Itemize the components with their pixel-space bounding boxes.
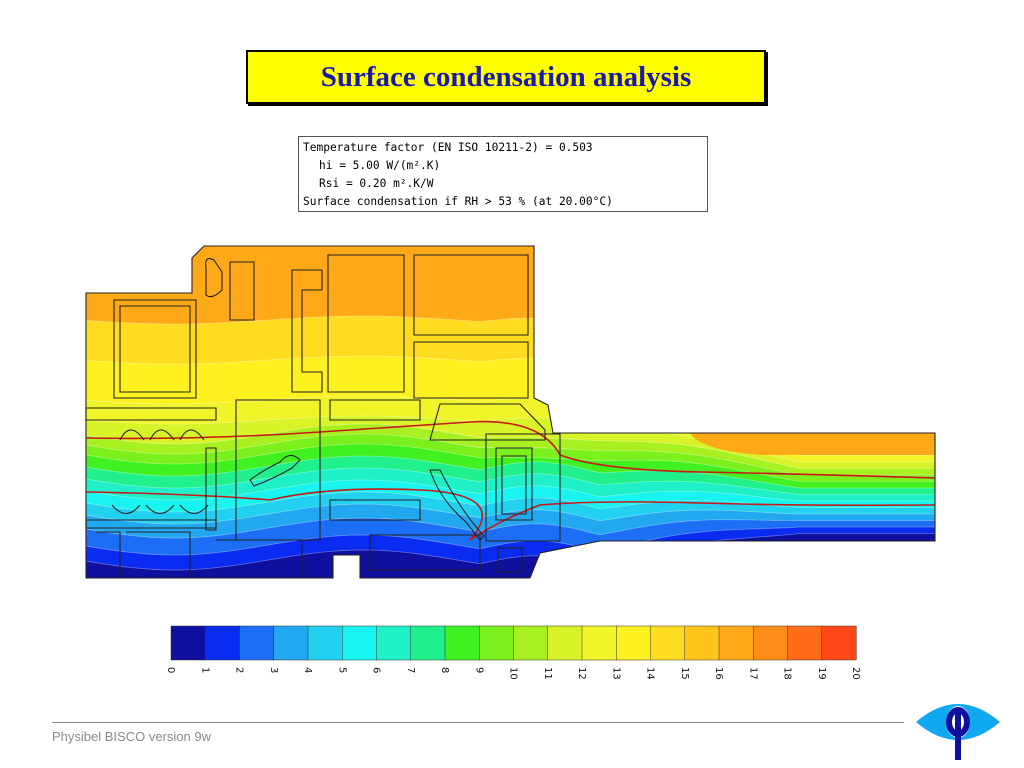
scale-label: 7 [405,667,416,673]
scale-label: 11 [542,667,553,680]
scale-swatch [718,625,754,661]
hi-line: hi = 5.00 W/(m².K) [319,159,441,172]
scale-swatch [444,625,480,661]
scale-swatch [684,625,720,661]
scale-label: 12 [576,667,587,680]
scale-label: 1 [199,667,210,673]
profile-outline-27 [235,399,321,541]
scale-label: 13 [610,667,621,680]
profile-outline-22 [497,547,523,573]
temperature-color-scale [170,625,857,661]
scale-swatch [170,625,206,661]
slide-title: Surface condensation analysis [320,60,692,93]
temperature-factor-line: Temperature factor (EN ISO 10211-2) = 0.… [303,141,593,154]
scale-swatch [273,625,309,661]
profile-outline-8 [413,254,529,336]
scale-label: 6 [371,667,382,673]
scale-label: 19 [816,667,827,680]
scale-label: 10 [508,667,519,680]
profile-outline-23 [119,429,205,441]
physibel-logo [916,704,1000,760]
scale-swatch [205,625,241,661]
scale-swatch [787,625,823,661]
profile-outline-24 [111,504,209,515]
scale-swatch [342,625,378,661]
profile-outline-12 [229,261,255,321]
temperature-bands [86,246,935,578]
scale-label: 15 [679,667,690,680]
scale-label: 20 [850,667,861,680]
scale-label: 0 [165,667,176,673]
profile-outline-9 [413,341,529,399]
profile-outline-13 [485,433,561,542]
scale-swatch [513,625,549,661]
footer-divider [52,722,904,723]
scale-swatch [307,625,343,661]
profile-outline-2 [119,305,191,393]
scale-swatch [581,625,617,661]
profile-outline-16 [429,403,546,441]
scale-label: 5 [336,667,347,673]
scale-swatch [753,625,789,661]
profile-outline-6 [126,531,191,578]
profile-outline-19 [429,469,485,541]
profile-outline-26 [329,499,421,521]
scale-swatch [616,625,652,661]
logo-phi-symbol [946,707,970,760]
profile-outline-18 [249,454,301,487]
frame-profile-outlines [85,245,936,579]
scale-label: 18 [782,667,793,680]
profile-outline-10 [291,269,323,393]
condensation-line: Surface condensation if RH > 53 % (at 20… [303,195,613,208]
scale-label: 3 [268,667,279,673]
scale-label: 4 [302,667,313,673]
scale-swatch [239,625,275,661]
scale-label: 8 [439,667,450,673]
scale-label: 9 [473,667,484,673]
scale-label: 17 [747,667,758,680]
temperature-scale-labels: 0 1 2 3 4 5 6 7 8 9 10 11 12 13 14 15 16 17 18 19 20 [165,667,861,680]
profile-outline-7 [327,254,405,393]
profile-outline-17 [205,447,217,531]
profile-outline-1 [113,299,197,399]
profile-outline-5 [96,531,121,578]
scale-label: 16 [713,667,724,680]
temperature-factor-box: Temperature factor (EN ISO 10211-2) = 0.… [298,136,708,212]
condensation-isotherm-lower [86,488,935,541]
scale-label: 2 [234,667,245,673]
scale-label: 14 [645,667,656,680]
scale-swatch [479,625,515,661]
scale-swatch [410,625,446,661]
condensation-isotherm-upper [86,420,935,479]
profile-outline-14 [495,447,533,521]
title-box: Surface condensation analysis [246,50,766,104]
profile-outline-25 [329,399,421,421]
rsi-line: Rsi = 0.20 m².K/W [319,177,434,190]
scale-swatch [821,625,857,661]
footer-text: Physibel BISCO version 9w [52,729,211,744]
profile-outline-11 [205,258,223,298]
scale-swatch [547,625,583,661]
scale-swatch [376,625,412,661]
scale-swatch [650,625,686,661]
profile-outline-0 [85,245,936,579]
profile-outline-15 [501,455,527,515]
profile-outline-21 [369,534,481,571]
profile-outline-3 [85,407,217,421]
